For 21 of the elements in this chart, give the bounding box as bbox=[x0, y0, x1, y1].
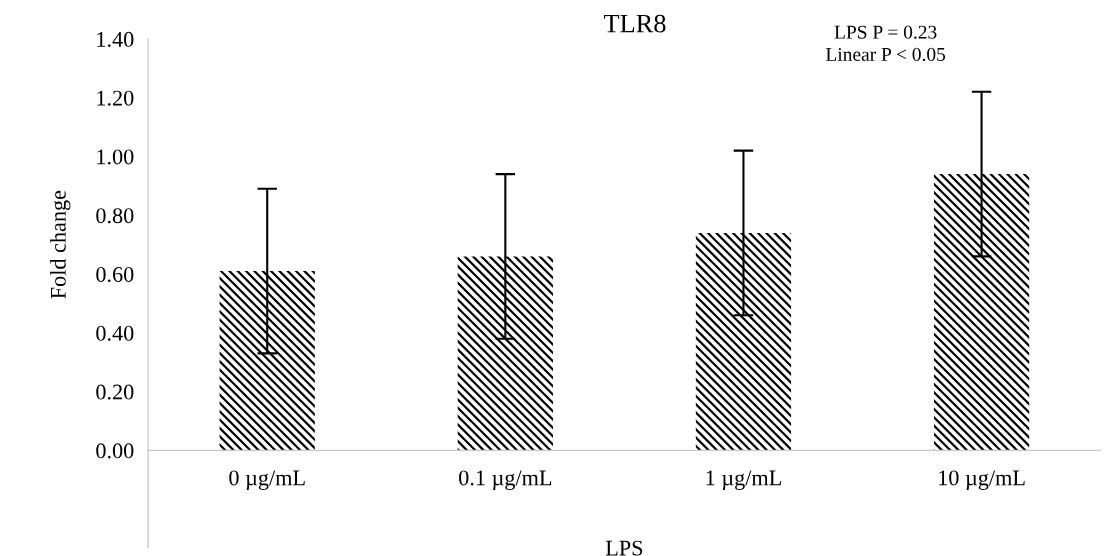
y-tick-label: 0.40 bbox=[96, 325, 134, 341]
y-tick-label: 0.00 bbox=[96, 443, 134, 459]
y-tick-label: 0.20 bbox=[96, 384, 134, 400]
x-tick-label: 1 µg/mL bbox=[706, 470, 781, 490]
y-tick-label: 1.20 bbox=[97, 90, 134, 106]
x-tick-label: 10 µg/mL bbox=[939, 470, 1025, 490]
bar bbox=[219, 271, 315, 451]
bar bbox=[933, 174, 1030, 451]
x-axis-title: LPS bbox=[605, 540, 643, 556]
x-tick-label: 0.1 µg/mL bbox=[459, 470, 552, 490]
y-tick-label: 0.60 bbox=[96, 266, 134, 283]
chart-title: TLR8 bbox=[603, 14, 666, 33]
annotation: Linear P < 0.05 bbox=[825, 47, 946, 62]
bar bbox=[457, 256, 553, 451]
y-tick-label: 1.00 bbox=[97, 149, 134, 165]
y-tick-label: 0.80 bbox=[96, 208, 134, 224]
y-axis-title: Fold change bbox=[50, 190, 71, 299]
y-tick-label: 1.40 bbox=[97, 31, 134, 47]
bar bbox=[695, 232, 792, 451]
text: LPS P = 0.23 bbox=[834, 25, 937, 39]
x-tick-label: 0 µg/mL bbox=[229, 470, 305, 490]
